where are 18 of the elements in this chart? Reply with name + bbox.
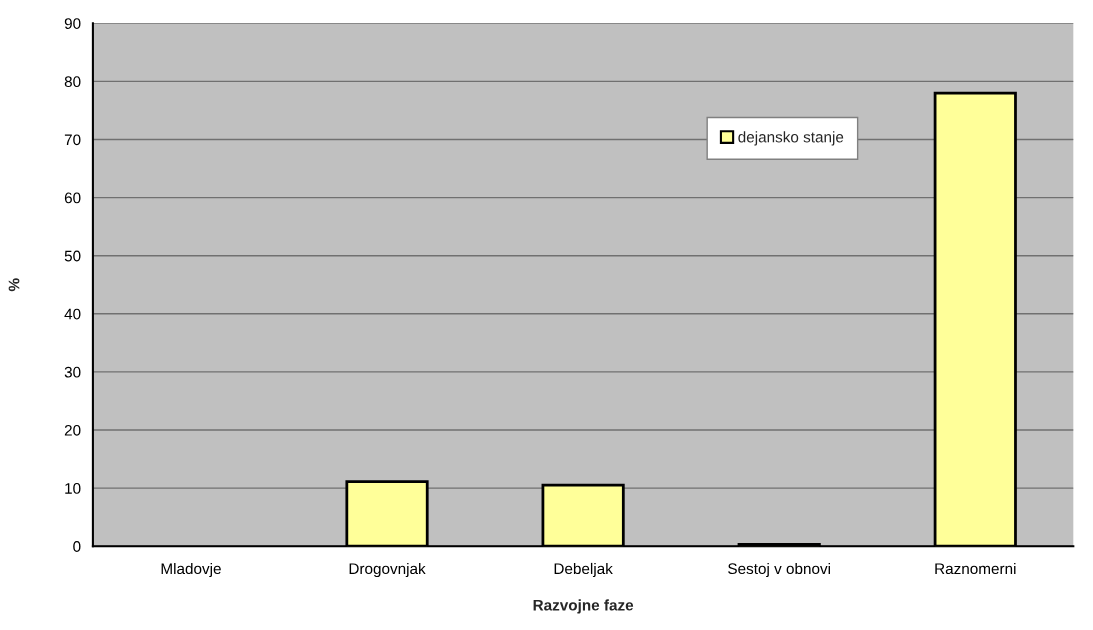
y-axis-title: %	[8, 278, 20, 292]
y-tick-label: 90	[64, 18, 81, 29]
y-tick-label: 30	[64, 366, 81, 378]
y-tick-label: 20	[64, 424, 81, 436]
x-tick-label: Raznomerni	[935, 562, 1016, 575]
x-tick-label: Drogovnjak	[349, 562, 426, 578]
x-axis-title: Razvojne faze	[533, 599, 634, 614]
y-tick-label: 40	[64, 308, 81, 320]
y-tick-label: 60	[64, 192, 81, 204]
x-tick-label: Sestoj v obnovi	[728, 562, 830, 578]
y-tick-label: 80	[64, 76, 81, 88]
legend-label: dejansko stanje	[738, 131, 844, 146]
y-tick-label: 0	[73, 541, 81, 552]
y-tick-label: 10	[65, 482, 81, 494]
y-tick-label: 70	[64, 134, 81, 146]
y-tick-label: 50	[64, 250, 81, 262]
x-tick-label: Debeljak	[554, 562, 613, 578]
x-tick-label: Mladovje	[161, 562, 221, 578]
